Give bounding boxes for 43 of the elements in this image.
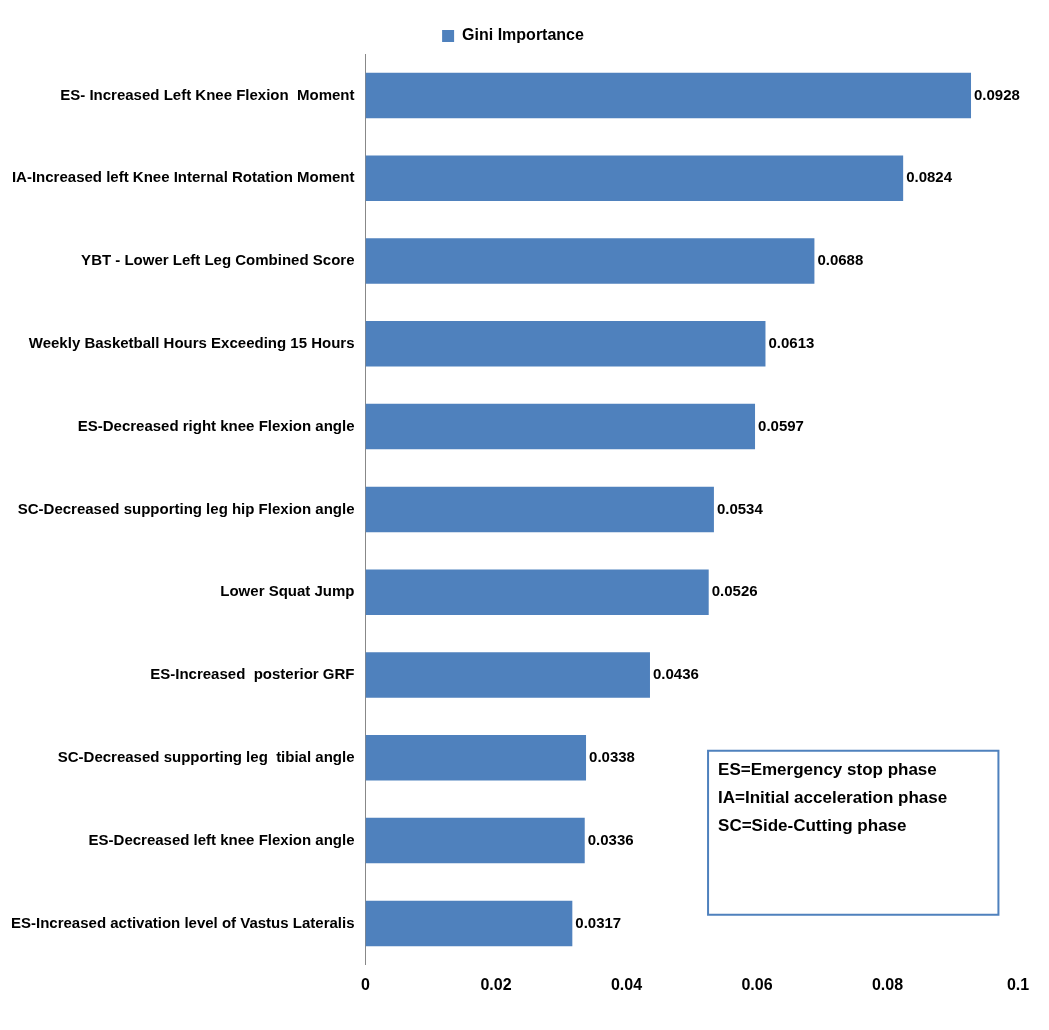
y-tick-label: SC-Decreased supporting leg hip Flexion angle (17, 499, 355, 517)
y-tick-label: ES-Increased activation level of Vastus Lateralis (11, 913, 355, 931)
annotation: SC=Side-Cutting phase (718, 816, 907, 836)
bar (365, 238, 815, 284)
data-label: 0.0336 (587, 830, 634, 848)
annotation: ES=Emergency stop phase (718, 760, 937, 780)
data-label: 0.0317 (575, 913, 622, 931)
bar (365, 486, 714, 533)
x-tick-label: 0.04 (610, 975, 643, 993)
data-label: 0.0436 (652, 665, 699, 683)
data-label: 0.0597 (758, 416, 804, 434)
bar (365, 900, 573, 947)
y-tick-label: SC-Decreased supporting leg tibial angle (57, 747, 355, 765)
x-tick-label: 0.08 (871, 975, 904, 993)
y-tick-label: ES-Increased posterior GRF (150, 665, 355, 683)
y-tick-label: Lower Squat Jump (220, 582, 355, 600)
data-label: 0.0534 (716, 499, 764, 517)
bar (365, 72, 972, 119)
bar (365, 817, 585, 864)
y-tick-label: ES-Decreased left knee Flexion angle (88, 830, 355, 848)
bar (365, 155, 904, 201)
data-label: 0.0526 (711, 582, 758, 600)
data-label: 0.0928 (974, 85, 1020, 103)
bar (365, 569, 709, 615)
bar (365, 735, 587, 781)
y-tick-label: ES- Increased Left Knee Flexion Moment (60, 85, 355, 103)
annotation: IA=Initial acceleration phase (718, 788, 948, 808)
y-tick-label: YBT - Lower Left Leg Combined Score (81, 251, 355, 269)
data-label: 0.0338 (589, 747, 635, 765)
data-label: 0.0824 (906, 168, 953, 186)
bar (365, 403, 756, 450)
x-tick-label: 0 (361, 975, 371, 993)
data-label: 0.0688 (817, 251, 864, 269)
y-tick-label: Weekly Basketball Hours Exceeding 15 Hours (28, 333, 355, 351)
x-tick-label: 0.02 (480, 975, 512, 993)
bar (365, 321, 766, 367)
x-tick-label: 0.1 (1006, 975, 1030, 993)
y-tick-label: IA-Increased left Knee Internal Rotation Moment (11, 168, 355, 186)
legend-label: Gini Importance (462, 26, 584, 44)
y-tick-label: ES-Decreased right knee Flexion angle (77, 416, 355, 434)
x-tick-label: 0.06 (741, 975, 773, 993)
bar (365, 652, 650, 698)
data-label: 0.0613 (768, 333, 815, 351)
